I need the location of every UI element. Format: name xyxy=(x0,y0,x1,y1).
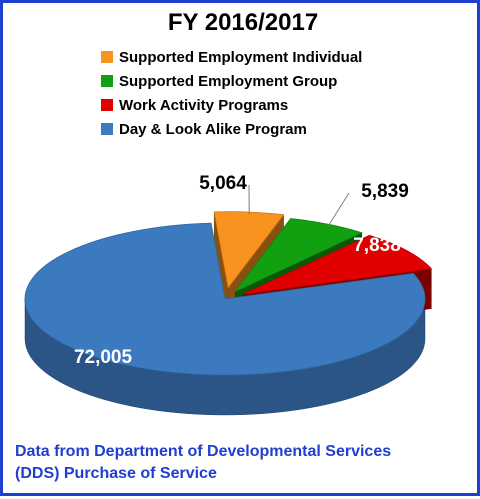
data-source-note: Data from Department of Developmental Se… xyxy=(15,441,475,485)
value-label-0: 5,064 xyxy=(199,173,247,194)
data-source-line-2: (DDS) Purchase of Service xyxy=(15,463,475,485)
value-label-1: 5,839 xyxy=(361,181,409,202)
pie-chart: 5,064 5,839 7,838 72,005 xyxy=(3,3,480,499)
value-label-2: 7,838 xyxy=(353,235,401,256)
data-source-line-1: Data from Department of Developmental Se… xyxy=(15,441,475,463)
leader-line-1 xyxy=(328,193,349,226)
value-label-3: 72,005 xyxy=(74,347,133,368)
